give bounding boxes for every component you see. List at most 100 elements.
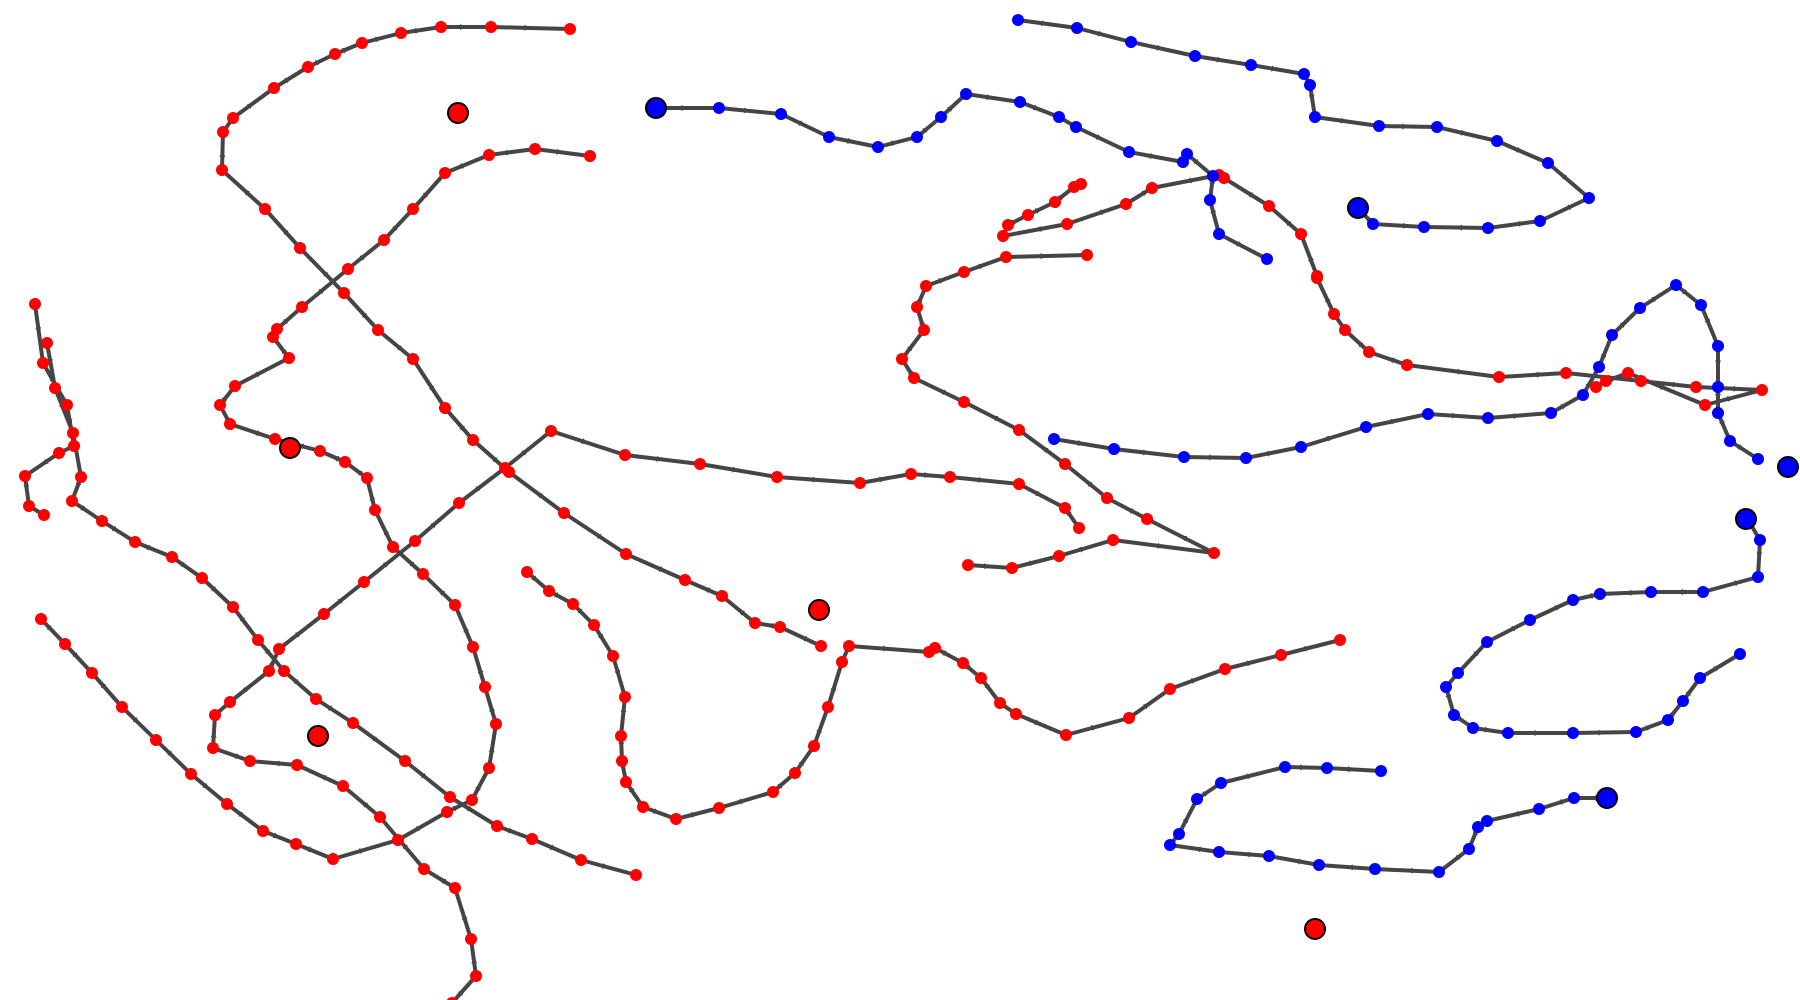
blue-node [1245,59,1257,71]
directed-edge [1182,454,1248,461]
red-node [670,813,682,825]
red-node [35,613,47,625]
red-node [358,576,370,588]
red-node [1073,522,1085,534]
red-node [418,863,430,875]
directed-edge [1112,447,1186,459]
directed-edge [1017,428,1067,466]
directed-edge [858,472,913,485]
blue-node [1482,412,1494,424]
blue-node [1173,828,1185,840]
directed-edge [1422,224,1490,231]
directed-edge [487,147,537,157]
blue-node [1567,727,1579,739]
directed-edge [1193,54,1253,67]
red-node [620,548,632,560]
directed-edge [964,92,1022,104]
blue-node [1014,96,1026,108]
red-node [129,536,141,548]
red-node [59,638,71,650]
blue-node [1263,850,1275,862]
blue-node [1752,453,1764,465]
blue-node [1369,863,1381,875]
red-node [1107,534,1119,546]
blue-node [1448,709,1460,721]
red-node [771,471,783,483]
red-node [918,324,930,336]
red-node [467,434,479,446]
blue-node [1568,792,1580,804]
directed-edge [322,580,366,616]
red-node [1699,399,1711,411]
directed-edge [1267,854,1321,867]
directed-edge [1486,219,1542,230]
red-node [1101,492,1113,504]
red-node [607,650,619,662]
red-chain-2-edges [39,147,592,861]
directed-edge [1018,100,1061,119]
blue-node [1279,761,1291,773]
directed-edge [1371,222,1426,229]
blue-chain-3-edges [1444,518,1763,736]
red-chain-2-nodes [35,143,596,865]
red-node [843,640,855,652]
red-node [911,301,923,313]
blue-node [1481,636,1493,648]
red-node [196,572,208,584]
blue-node [1071,22,1083,34]
blue-chain-5-edges [1168,764,1609,874]
blue-node [960,88,972,100]
blue-node [1645,586,1657,598]
red-node [302,61,314,73]
blue-node [1304,79,1316,91]
directed-edge [775,475,862,485]
directed-edge [300,267,350,309]
blue-terminal-node [1735,508,1757,530]
directed-edge [219,130,226,172]
blue-node [1463,843,1475,855]
directed-edge [443,406,475,442]
directed-edge [1317,863,1377,871]
directed-edge [457,466,507,505]
directed-edge [1699,303,1720,348]
directed-edge [154,738,193,776]
directed-edge [1456,640,1489,675]
red-node [1334,634,1346,646]
red-node [584,150,596,162]
blue-node [1215,777,1227,789]
red-node [1311,270,1323,282]
directed-edge [1014,712,1068,737]
red-terminal-node [447,102,469,124]
red-node [619,449,631,461]
directed-edge [1437,847,1471,874]
blue-node [1577,389,1589,401]
blue-node [1204,194,1216,206]
directed-edge [812,705,830,748]
red-node [896,353,908,365]
red-node [227,601,239,613]
red-node [68,440,80,452]
directed-edge [411,171,447,211]
directed-edge [133,540,174,559]
directed-edge [65,403,76,448]
red-node [229,380,241,392]
red-node [1049,196,1061,208]
directed-edge [530,837,583,862]
red-node [395,27,407,39]
red-node [75,471,87,483]
directed-edge [1065,202,1128,226]
directed-edge [1244,445,1303,460]
red-node [470,970,482,982]
blue-node [872,141,884,153]
red-node [338,287,350,299]
blue-node [1164,839,1176,851]
directed-edge [200,576,235,609]
directed-edge [1217,850,1271,858]
red-node [435,21,447,33]
red-node [1600,375,1612,387]
directed-edge [1127,687,1172,720]
directed-edge [376,328,415,361]
directed-edge [1111,538,1216,555]
blue-node [1533,803,1545,815]
directed-edge [827,135,880,149]
